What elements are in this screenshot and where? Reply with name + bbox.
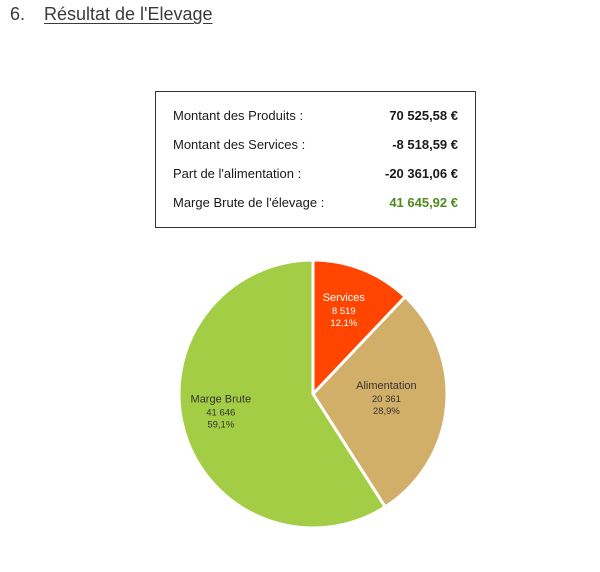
summary-table: Montant des Produits : 70 525,58 € Monta… — [155, 91, 476, 228]
section-heading: 6. Résultat de l'Elevage — [10, 4, 213, 25]
slice-percent-alimentation: 28,9% — [373, 406, 400, 417]
value-produits: 70 525,58 € — [389, 108, 458, 123]
pie-slice-marge-brute — [177, 258, 387, 530]
pie-slice-alimentation — [311, 295, 449, 509]
value-services: -8 518,59 € — [392, 137, 458, 152]
slice-name-marge-brute: Marge Brute — [191, 394, 252, 406]
row-marge-brute: Marge Brute de l'élevage : 41 645,92 € — [173, 193, 458, 213]
value-marge-brute: 41 645,92 € — [389, 195, 458, 210]
slice-value-alimentation: 20 361 — [372, 394, 401, 405]
slice-value-services: 8 519 — [332, 306, 356, 317]
pie-slice-services — [311, 258, 407, 396]
slice-name-services: Services — [323, 292, 366, 304]
slice-value-marge-brute: 41 646 — [206, 408, 235, 419]
label-services: Montant des Services : — [173, 137, 306, 152]
label-produits: Montant des Produits : — [173, 108, 304, 123]
value-alimentation: -20 361,06 € — [384, 166, 458, 181]
label-alimentation: Part de l'alimentation : — [173, 166, 302, 181]
section-title: Résultat de l'Elevage — [44, 4, 213, 24]
row-alimentation: Part de l'alimentation : -20 361,06 € — [173, 164, 458, 184]
row-produits: Montant des Produits : 70 525,58 € — [173, 106, 458, 126]
slice-percent-marge-brute: 59,1% — [207, 420, 234, 431]
row-services: Montant des Services : -8 518,59 € — [173, 135, 458, 155]
slice-percent-services: 12,1% — [330, 318, 357, 329]
section-number: 6. — [10, 4, 26, 24]
label-marge-brute: Marge Brute de l'élevage : — [173, 195, 325, 210]
slice-name-alimentation: Alimentation — [356, 380, 417, 392]
